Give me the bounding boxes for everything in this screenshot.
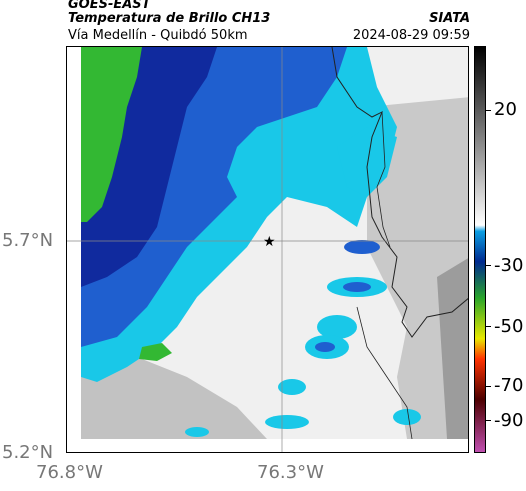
no-data-strip-left bbox=[67, 47, 81, 452]
warm-surface-west bbox=[81, 347, 267, 439]
colorbar-label: -30 bbox=[494, 255, 524, 276]
agency-label: SIATA bbox=[429, 11, 470, 26]
colorbar-label: -50 bbox=[494, 316, 524, 337]
cloud-patch bbox=[265, 415, 309, 429]
location-star-icon: ★ bbox=[263, 234, 276, 250]
lon-tick-label: 76.3°W bbox=[257, 462, 324, 483]
satellite-map: ★ bbox=[66, 46, 469, 453]
colorbar-label: -70 bbox=[494, 375, 524, 396]
cloud-patch bbox=[317, 315, 357, 339]
lat-tick-label: 5.7°N bbox=[2, 230, 54, 251]
route-subtitle: Vía Medellín - Quibdó 50km bbox=[68, 28, 248, 43]
cloud-patch bbox=[393, 409, 421, 425]
lon-tick-label: 76.8°W bbox=[36, 462, 103, 483]
lat-tick-label: 5.2°N bbox=[2, 442, 54, 463]
colorbar-ticks: 20 -30 -50 -70 -90 bbox=[486, 46, 526, 453]
colorbar-label: -90 bbox=[494, 410, 524, 431]
satellite-title: GOES-EAST bbox=[68, 0, 151, 12]
warm-surface-far-east bbox=[437, 258, 468, 439]
cloud-patch bbox=[344, 240, 380, 254]
border-line bbox=[331, 47, 468, 338]
cold-cloud-top bbox=[81, 47, 142, 222]
datetime-label: 2024-08-29 09:59 bbox=[352, 28, 470, 43]
colorbar bbox=[474, 46, 486, 453]
no-data-strip-bottom bbox=[67, 439, 468, 452]
map-canvas: ★ bbox=[67, 47, 468, 452]
product-title: Temperatura de Brillo CH13 bbox=[68, 11, 271, 26]
colorbar-label: 20 bbox=[494, 99, 517, 120]
cloud-patch bbox=[278, 379, 306, 395]
